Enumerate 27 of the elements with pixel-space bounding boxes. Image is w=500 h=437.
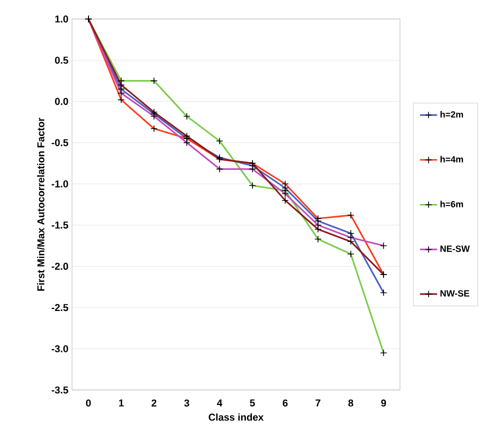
legend-label: NW-SE [440,290,470,297]
x-tick-label: 0 [86,400,91,407]
legend-label: h=2m [440,111,464,118]
x-tick-label: 8 [348,400,354,407]
y-tick-label: -1.5 [52,222,68,229]
legend-label: h=6m [440,200,464,208]
x-tick-label: 3 [184,400,190,407]
y-tick-label: -3.0 [52,345,68,352]
y-tick-label: 1.0 [55,15,68,23]
x-tick-label: 5 [250,399,255,406]
x-tick-label: 2 [152,400,156,406]
y-tick-label: -2.5 [52,304,68,312]
legend-label: h=4m [440,156,464,162]
x-tick-label: 4 [216,399,222,406]
y-tick-label: -2.0 [52,262,68,270]
x-tick-label: 7 [316,399,320,406]
y-tick-label: 0.5 [55,56,68,64]
x-tick-label: 1 [119,399,124,406]
y-tick-label: 0.0 [55,98,68,105]
y-tick-label: -0.5 [52,139,68,146]
legend-label: NE-SW [440,246,470,252]
y-axis-title: First Min/Max Autocorrelation Factor [37,118,44,291]
y-tick-label: -1.0 [52,180,68,188]
x-axis-title: Class index [208,413,264,421]
x-tick-label: 9 [381,400,386,407]
x-tick-label: 6 [282,400,288,407]
y-tick-label: -3.5 [52,386,68,394]
